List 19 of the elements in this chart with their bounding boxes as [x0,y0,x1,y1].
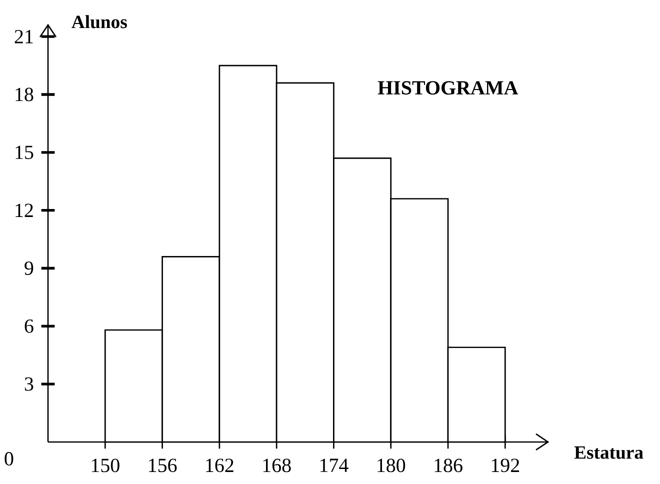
x-tick-label: 174 [320,458,348,472]
text: HISTOGRAMA [378,81,518,95]
y-axis-title: Alunos [72,15,127,28]
x-tick-label: 162 [206,458,234,472]
x-tick-label: 186 [434,458,462,472]
y-tick-label: 21 [14,30,33,44]
y-tick-label: 12 [16,204,33,217]
y-tick-label: 6 [24,319,34,333]
x-tick-label: 192 [492,458,520,472]
x-tick-label: 168 [263,458,291,472]
text: 0 [4,452,14,466]
x-tick-label: 150 [92,458,120,472]
y-tick-label: 15 [16,146,34,160]
x-tick-label: 180 [378,458,406,472]
x-axis-title: Estatura [574,446,644,459]
y-tick-label: 9 [24,262,34,275]
y-tick-label: 3 [24,377,34,391]
y-tick-label: 18 [16,88,34,102]
x-tick-label: 156 [149,458,177,472]
